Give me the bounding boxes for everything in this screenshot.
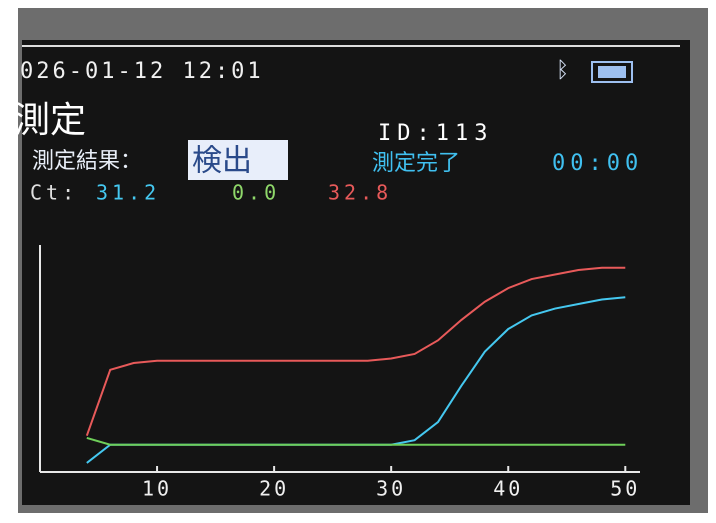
ct-label: Ct:	[30, 181, 78, 205]
result-label: 測定結果：	[32, 149, 142, 174]
sample-id: ID:113	[378, 121, 493, 146]
device: 026-01-12 12:01 ᛒ 測定 ID:113 測定結果： 検出 測定完…	[0, 0, 716, 519]
ct-value: 0.0	[232, 181, 280, 205]
result: 検出	[192, 144, 252, 179]
ct-value: 32.8	[328, 181, 392, 205]
battery-level	[598, 66, 626, 78]
x-tick-label: 50	[610, 477, 640, 501]
datetime: 026-01-12 12:01	[20, 59, 264, 84]
x-tick-label: 20	[259, 477, 289, 501]
x-tick-label: 10	[142, 477, 172, 501]
x-tick-label: 40	[493, 477, 523, 501]
timer: 00:00	[552, 151, 643, 176]
ct-value: 31.2	[96, 181, 160, 205]
screen-title: 測定	[14, 100, 86, 141]
bluetooth-icon: ᛒ	[556, 58, 569, 83]
x-tick-label: 30	[376, 477, 406, 501]
status: 測定完了	[372, 151, 460, 176]
screen	[22, 40, 690, 505]
